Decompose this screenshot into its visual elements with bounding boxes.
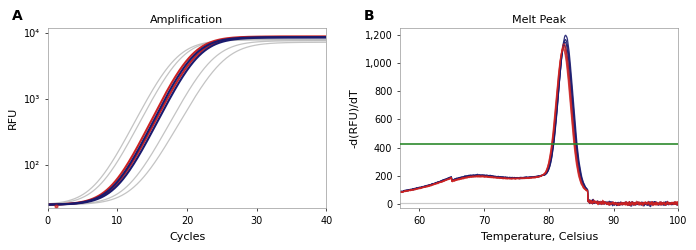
Text: A: A (12, 10, 22, 24)
X-axis label: Temperature, Celsius: Temperature, Celsius (481, 232, 598, 242)
X-axis label: Cycles: Cycles (169, 232, 205, 242)
Text: B: B (364, 10, 374, 24)
Title: Amplification: Amplification (150, 16, 223, 26)
Title: Melt Peak: Melt Peak (512, 16, 567, 26)
Y-axis label: -d(RFU)/dT: -d(RFU)/dT (349, 88, 359, 148)
Y-axis label: RFU: RFU (8, 107, 18, 129)
